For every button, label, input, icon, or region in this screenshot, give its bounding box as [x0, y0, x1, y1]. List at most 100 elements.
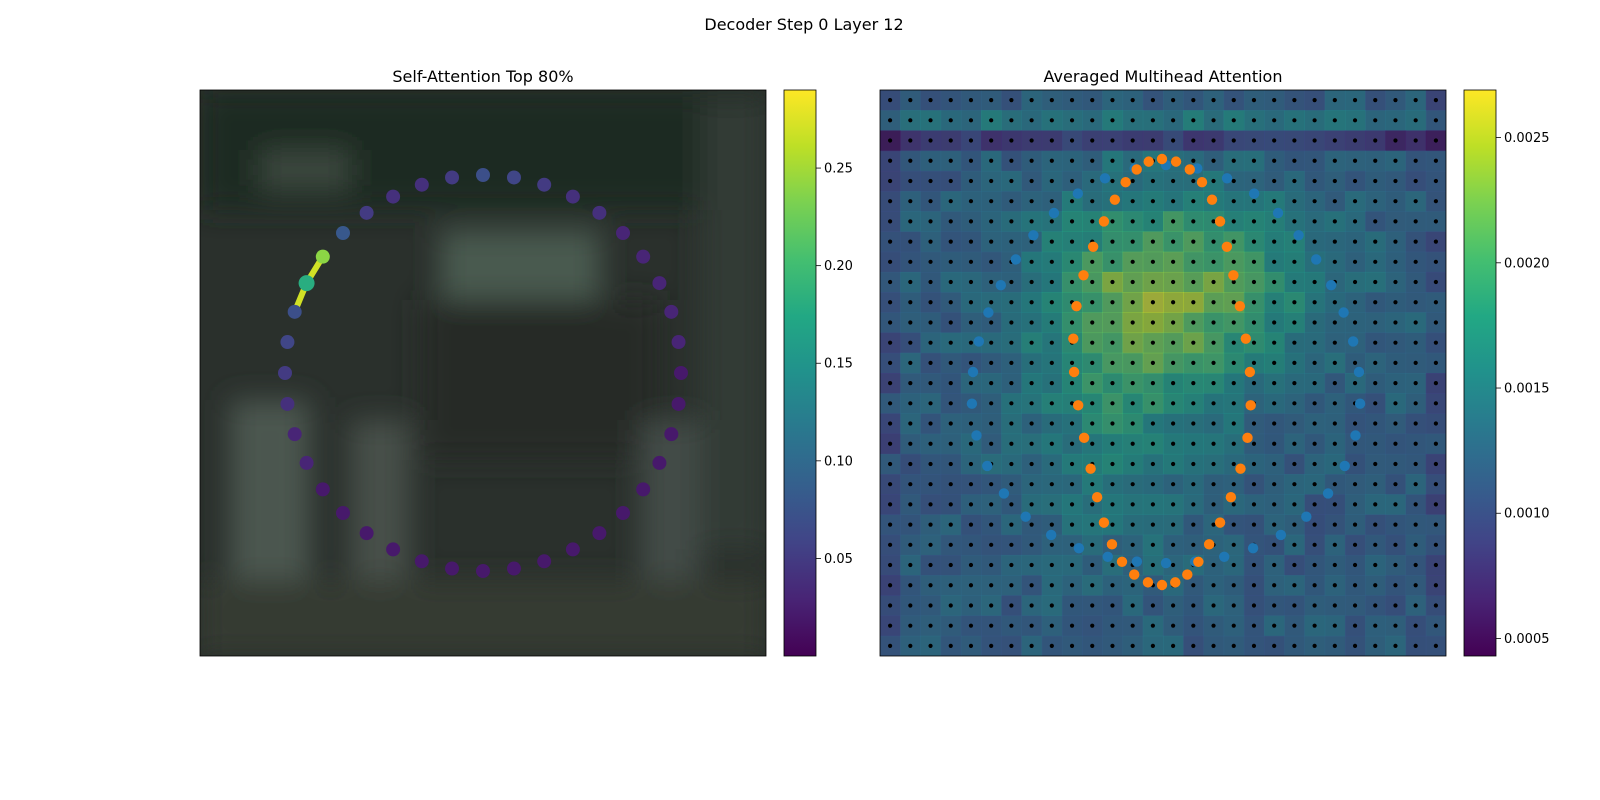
- grid-dot: [1049, 522, 1054, 527]
- grid-dot: [1312, 360, 1317, 365]
- grid-dot: [1090, 482, 1095, 487]
- grid-dot: [1049, 360, 1054, 365]
- grid-dot: [989, 502, 994, 507]
- grid-dot: [1171, 199, 1176, 204]
- grid-dot: [1009, 118, 1014, 123]
- grid-dot: [1150, 461, 1155, 467]
- orange-control-point: [1087, 241, 1099, 253]
- grid-dot: [1069, 461, 1075, 467]
- grid-dot: [1090, 178, 1095, 184]
- grid-dot: [928, 461, 933, 467]
- grid-dot: [1352, 320, 1358, 325]
- grid-dot: [1312, 199, 1317, 204]
- grid-dot: [1352, 300, 1358, 305]
- grid-dot: [968, 178, 974, 184]
- grid-dot: [908, 239, 913, 244]
- grid-dot: [1069, 219, 1075, 224]
- grid-dot: [1272, 219, 1277, 224]
- control-point: [592, 205, 607, 220]
- grid-dot: [1009, 239, 1014, 244]
- grid-dot: [1231, 98, 1236, 103]
- grid-dot: [1272, 381, 1277, 386]
- grid-dot: [1352, 603, 1358, 608]
- grid-dot: [968, 502, 974, 507]
- grid-dot: [1312, 98, 1317, 103]
- grid-dot: [1211, 643, 1216, 648]
- grid-dot: [968, 381, 974, 386]
- grid-dot: [1069, 178, 1075, 184]
- orange-control-point: [1203, 539, 1215, 550]
- grid-dot: [968, 138, 974, 143]
- grid-dot: [1090, 643, 1095, 648]
- grid-dot: [1029, 623, 1034, 628]
- grid-dot: [1171, 401, 1176, 406]
- grid-dot: [1171, 279, 1176, 285]
- grid-dot: [1029, 643, 1034, 648]
- grid-dot: [1433, 421, 1438, 426]
- grid-dot: [1130, 542, 1135, 547]
- grid-dot: [1090, 542, 1095, 547]
- colorbar-tick-label: 0.05: [824, 552, 853, 567]
- grid-dot: [948, 583, 953, 588]
- grid-dot: [1373, 461, 1378, 467]
- grid-dot: [1292, 158, 1297, 163]
- grid-dot: [1171, 239, 1176, 244]
- grid-dot: [1150, 441, 1155, 446]
- grid-dot: [948, 542, 953, 547]
- grid-dot: [888, 461, 893, 467]
- colorbar-tick-label: 0.25: [824, 162, 853, 177]
- grid-dot: [928, 158, 933, 163]
- grid-dot: [1413, 542, 1418, 547]
- grid-dot: [948, 482, 953, 487]
- grid-dot: [1433, 461, 1438, 467]
- grid-dot: [948, 219, 953, 224]
- grid-dot: [968, 340, 974, 345]
- grid-dot: [1150, 138, 1155, 143]
- grid-dot: [1352, 461, 1358, 467]
- grid-dot: [1433, 340, 1438, 345]
- grid-dot: [908, 441, 913, 446]
- grid-dot: [989, 118, 994, 123]
- blue-control-point: [1322, 488, 1334, 499]
- grid-dot: [888, 239, 893, 244]
- grid-dot: [1413, 421, 1418, 426]
- grid-dot: [1393, 583, 1398, 588]
- orange-control-point: [1228, 270, 1239, 281]
- grid-dot: [1110, 623, 1115, 628]
- blue-control-point: [1010, 254, 1021, 265]
- grid-dot: [1191, 320, 1196, 325]
- grid-dot: [989, 320, 994, 325]
- grid-dot: [1352, 502, 1358, 507]
- grid-dot: [968, 199, 974, 204]
- control-point: [414, 554, 429, 569]
- grid-dot: [1049, 381, 1054, 386]
- grid-dot: [1110, 643, 1115, 648]
- left-colorbar: 0.05 0.10 0.15 0.20 0.25: [783, 89, 853, 657]
- grid-dot: [1231, 259, 1236, 264]
- grid-dot: [1049, 583, 1054, 588]
- grid-dot: [1332, 259, 1337, 264]
- grid-dot: [1272, 502, 1277, 507]
- orange-control-point: [1170, 156, 1182, 167]
- grid-dot: [1150, 482, 1155, 487]
- grid-dot: [1191, 603, 1196, 608]
- control-point: [298, 275, 315, 292]
- grid-dot: [968, 562, 974, 568]
- grid-dot: [1373, 583, 1378, 588]
- grid-dot: [1009, 381, 1014, 386]
- grid-dot: [1191, 219, 1196, 224]
- grid-dot: [1312, 542, 1317, 547]
- grid-dot: [1110, 178, 1115, 184]
- right-colorbar-ticks: 0.0005 0.0010 0.0015 0.0020 0.0025: [1496, 131, 1550, 647]
- grid-dot: [948, 158, 953, 163]
- grid-dot: [968, 300, 974, 305]
- grid-dot: [1433, 583, 1438, 588]
- grid-dot: [1150, 98, 1155, 103]
- grid-dot: [928, 562, 933, 568]
- grid-dot: [1231, 643, 1236, 648]
- grid-dot: [928, 300, 933, 305]
- orange-control-point: [1235, 463, 1246, 474]
- grid-dot: [1433, 259, 1438, 264]
- grid-dot: [1110, 502, 1115, 507]
- orange-control-point: [1091, 491, 1103, 503]
